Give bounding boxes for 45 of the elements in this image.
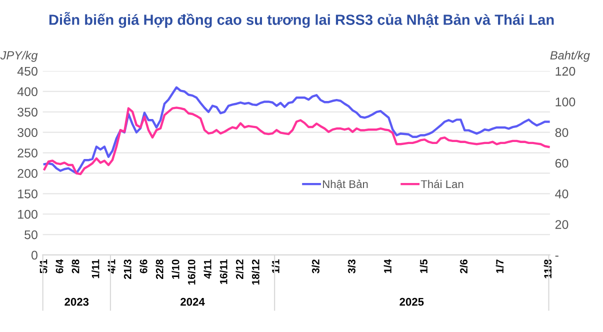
x-tick-label: 1/5 xyxy=(420,259,428,273)
legend-label: Thái Lan xyxy=(420,180,464,188)
y-tick-label: 400 xyxy=(17,87,38,96)
x-tick-label: 2/8 xyxy=(72,259,80,274)
y-axis-title: JPY/kg xyxy=(0,50,38,62)
x-tick-label: 3/3 xyxy=(348,260,356,274)
y2-tick-label: 80 xyxy=(555,128,568,138)
line-series xyxy=(43,106,550,176)
legend-label: Nhật Bản xyxy=(322,180,368,190)
y2-tick-label: 60 xyxy=(555,158,568,168)
x-tick-label: 2/6 xyxy=(460,260,468,274)
x-tick-label: 6/4 xyxy=(56,259,64,274)
chart-title: Diễn biến giá Hợp đồng cao su tương lai RSS3 của Nhật Bản và Thái Lan xyxy=(49,12,554,28)
x-tick-label: 2/12 xyxy=(236,260,244,280)
y2-tick-label: 40 xyxy=(555,189,568,198)
x-tick-label: 6/6 xyxy=(140,260,148,274)
y-tick-label: 200 xyxy=(18,169,38,178)
x-tick-label: 1/7 xyxy=(496,260,504,273)
y-tick-label: 50 xyxy=(24,230,38,240)
x-tick-label: 18/12 xyxy=(252,260,260,285)
x-tick-label: 1/10 xyxy=(172,260,180,279)
y-tick-label: 0 xyxy=(31,250,38,260)
text: 2025 xyxy=(400,298,424,306)
y-tick-label: 150 xyxy=(18,189,38,198)
x-tick-label: 22/8 xyxy=(156,259,164,280)
y-tick-label: 100 xyxy=(18,210,38,219)
x-tick-label: 4/11 xyxy=(204,259,212,279)
y2-tick-label: 20 xyxy=(555,220,568,229)
y-tick-label: 300 xyxy=(18,128,38,138)
y2-tick-label: 120 xyxy=(556,66,576,76)
x-tick-label: 1/4 xyxy=(384,259,392,273)
y2-tick-label: 100 xyxy=(556,98,576,106)
y-tick-label: 450 xyxy=(17,66,38,76)
x-tick-label: 1/11 xyxy=(92,259,100,278)
text: 2023 xyxy=(64,298,89,306)
line-series xyxy=(43,86,550,174)
x-tick-label: 16/10 xyxy=(188,260,196,285)
y-tick-label: 250 xyxy=(18,148,38,158)
x-tick-label: 3/2 xyxy=(312,260,320,274)
y2-axis-title: Baht/kg xyxy=(550,50,590,62)
text: 2024 xyxy=(180,298,205,306)
x-tick-label: 21/3 xyxy=(124,260,132,280)
y2-tick-label: - xyxy=(555,256,558,257)
y-tick-label: 350 xyxy=(18,108,38,117)
x-tick-label: 16/11 xyxy=(220,259,228,284)
